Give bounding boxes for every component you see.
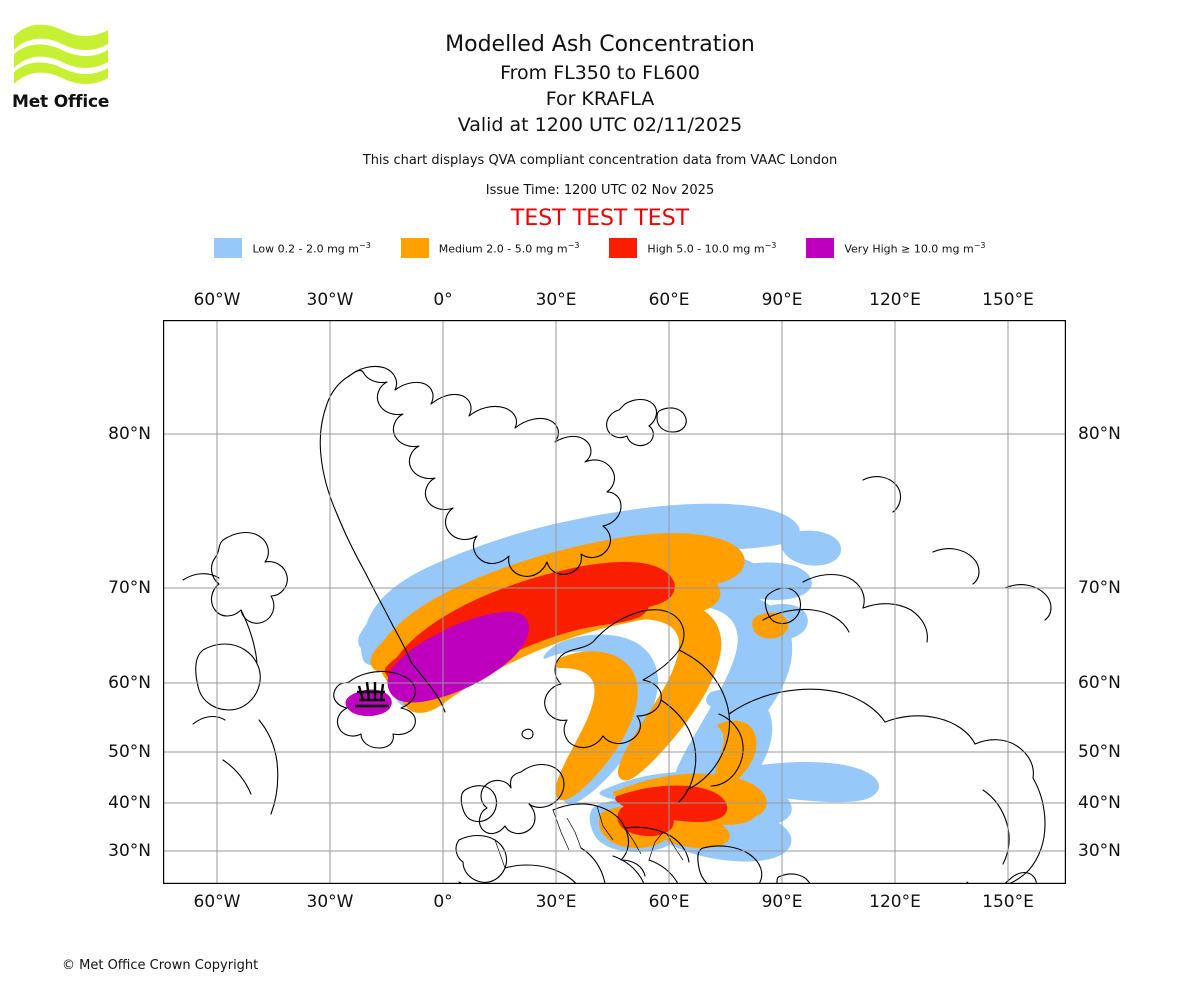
lon-label-top-2: 0°	[433, 290, 453, 310]
lon-label-top-4: 60°E	[648, 290, 690, 310]
title-block: Modelled Ash Concentration From FL350 to…	[0, 0, 1200, 232]
lat-label-left-3: 50°N	[108, 742, 151, 762]
lat-label-right-3: 50°N	[1078, 742, 1121, 762]
lat-label-right-1: 70°N	[1078, 578, 1121, 598]
lon-label-bottom-2: 0°	[433, 892, 453, 912]
lat-label-left-2: 60°N	[108, 673, 151, 693]
legend-swatch-low	[214, 238, 243, 258]
qva-note: This chart displays QVA compliant concen…	[362, 153, 838, 168]
copyright-footer: © Met Office Crown Copyright	[62, 958, 259, 973]
lat-label-left-0: 80°N	[108, 424, 151, 444]
lat-label-right-5: 30°N	[1078, 841, 1121, 861]
legend-item-very-high: Very High ≥ 10.0 mg m−3	[806, 238, 986, 258]
map-canvas	[163, 320, 1066, 884]
lon-label-top-5: 90°E	[761, 290, 803, 310]
lon-label-top-1: 30°W	[306, 290, 354, 310]
lat-label-left-4: 40°N	[108, 793, 151, 813]
legend-label-medium: Medium 2.0 - 5.0 mg m−3	[438, 240, 580, 256]
legend-label-low: Low 0.2 - 2.0 mg m−3	[252, 240, 371, 256]
title-valid-time: Valid at 1200 UTC 02/11/2025	[457, 114, 743, 136]
lon-label-top-6: 120°E	[869, 290, 921, 310]
lon-label-bottom-0: 60°W	[193, 892, 241, 912]
logo-waves-icon	[14, 24, 108, 84]
page-title: Modelled Ash Concentration	[445, 32, 755, 57]
lat-label-left-5: 30°N	[108, 841, 151, 861]
lon-label-bottom-7: 150°E	[982, 892, 1034, 912]
lon-label-bottom-4: 60°E	[648, 892, 690, 912]
lat-label-right-0: 80°N	[1078, 424, 1121, 444]
legend-item-high: High 5.0 - 10.0 mg m−3	[609, 238, 776, 258]
lon-label-bottom-6: 120°E	[869, 892, 921, 912]
lon-label-bottom-3: 30°E	[535, 892, 577, 912]
concentration-legend: Low 0.2 - 2.0 mg m−3 Medium 2.0 - 5.0 mg …	[0, 238, 1200, 258]
legend-swatch-very-high	[806, 238, 835, 258]
issue-time: Issue Time: 1200 UTC 02 Nov 2025	[485, 183, 715, 198]
met-office-logo: Met Office	[12, 20, 122, 112]
test-banner: TEST TEST TEST	[510, 206, 690, 231]
title-volcano: For KRAFLA	[545, 88, 655, 110]
lat-label-right-4: 40°N	[1078, 793, 1121, 813]
logo-text: Met Office	[12, 92, 110, 112]
lat-label-left-1: 70°N	[108, 578, 151, 598]
lon-label-bottom-1: 30°W	[306, 892, 354, 912]
legend-swatch-medium	[400, 238, 429, 258]
graticule	[163, 320, 1066, 884]
volcano-marker-krafla	[355, 681, 389, 708]
legend-item-medium: Medium 2.0 - 5.0 mg m−3	[400, 238, 580, 258]
lon-label-top-0: 60°W	[193, 290, 241, 310]
lat-label-right-2: 60°N	[1078, 673, 1121, 693]
title-flight-levels: From FL350 to FL600	[500, 62, 700, 84]
lon-label-top-7: 150°E	[982, 290, 1034, 310]
legend-swatch-high	[609, 238, 638, 258]
lon-label-top-3: 30°E	[535, 290, 577, 310]
ash-concentration-map	[163, 320, 1066, 884]
legend-label-very-high: Very High ≥ 10.0 mg m−3	[844, 240, 986, 256]
legend-label-high: High 5.0 - 10.0 mg m−3	[647, 240, 777, 256]
legend-item-low: Low 0.2 - 2.0 mg m−3	[214, 238, 371, 258]
lon-label-bottom-5: 90°E	[761, 892, 803, 912]
